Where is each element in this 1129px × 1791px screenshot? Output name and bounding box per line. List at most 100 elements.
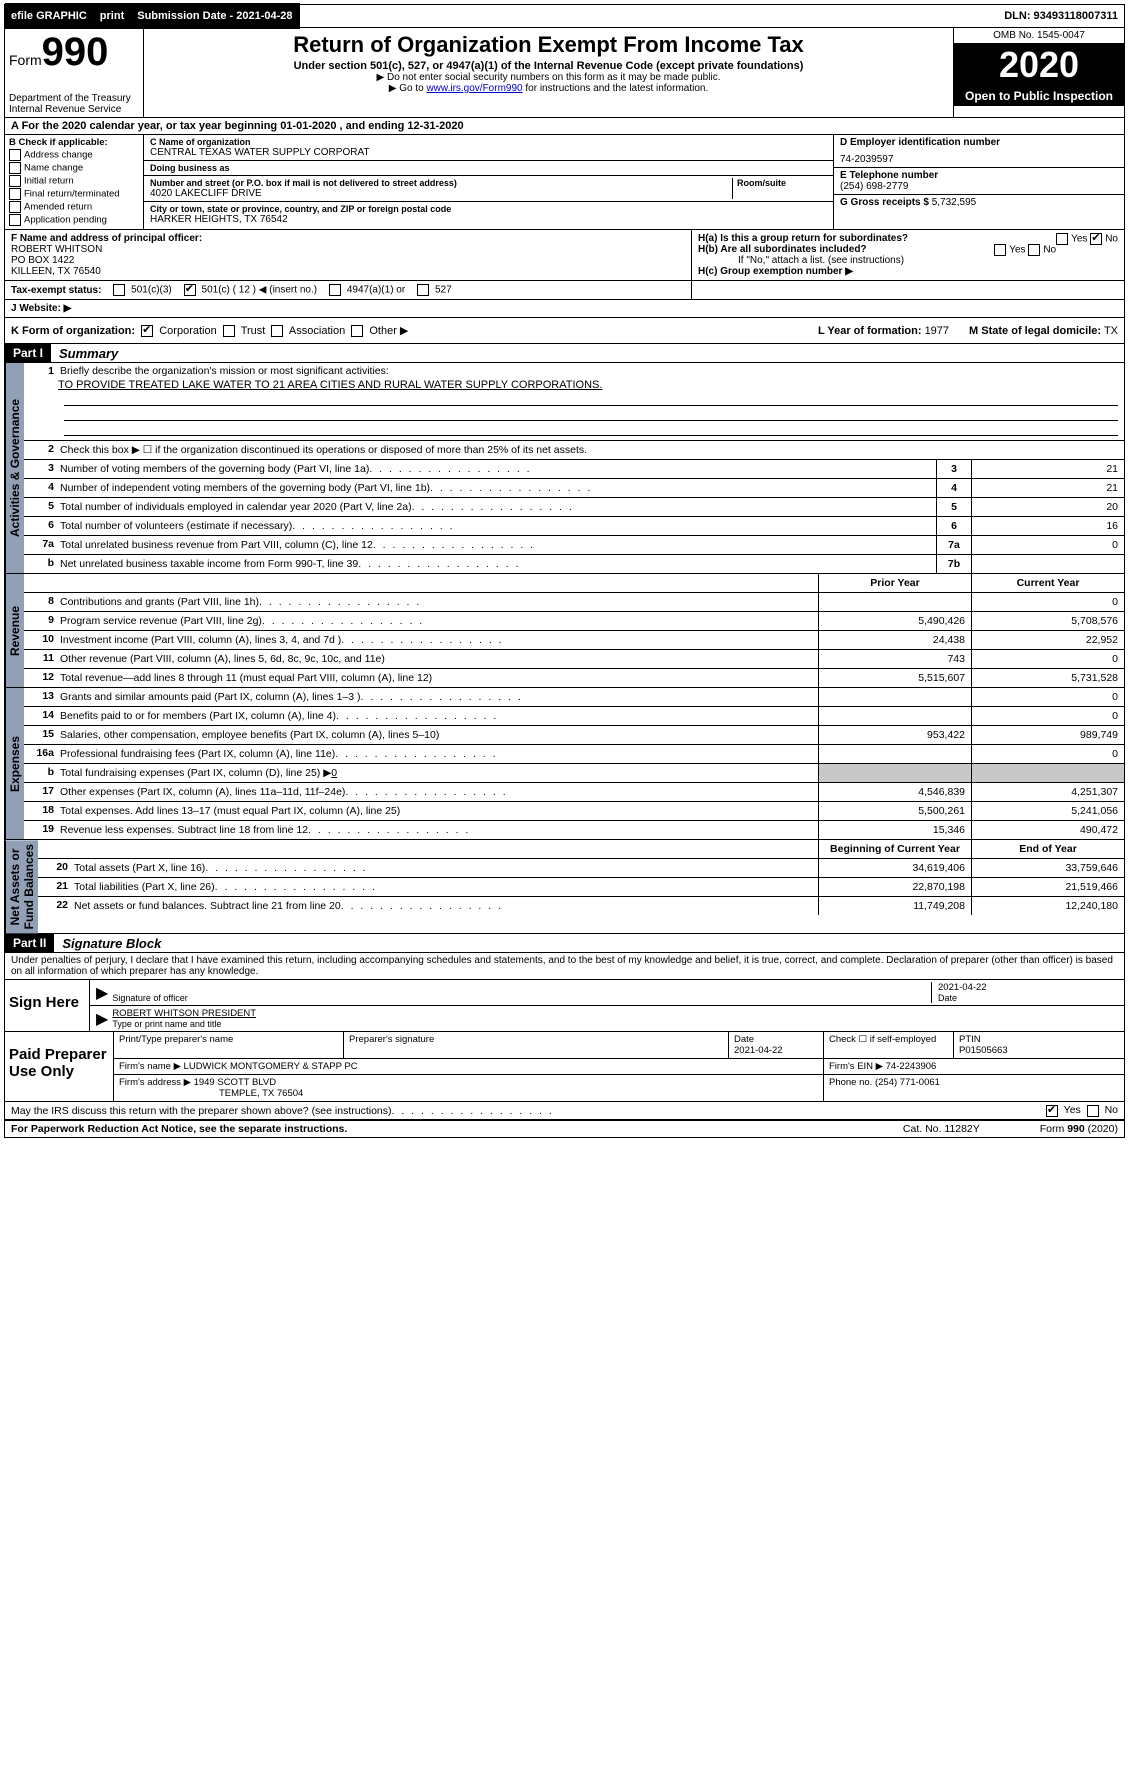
dln: DLN: 93493118007311 (998, 3, 1124, 29)
discuss-question: May the IRS discuss this return with the… (11, 1105, 392, 1117)
line1-label: Briefly describe the organization's miss… (58, 363, 1124, 379)
form-note1: ▶ Do not enter social security numbers o… (148, 72, 949, 83)
c17: 4,251,307 (971, 783, 1124, 801)
sig-name-label: Type or print name and title (112, 1019, 1118, 1029)
table-revenue: Revenue Prior YearCurrent Year 8Contribu… (4, 574, 1125, 688)
pp-col1: Print/Type preparer's name (114, 1032, 344, 1059)
section-i: Tax-exempt status: 501(c)(3) 501(c) ( 12… (4, 281, 1125, 300)
room-label: Room/suite (737, 178, 827, 188)
table-netassets: Net Assets or Fund Balances Beginning of… (4, 840, 1125, 934)
row-a-taxyear: A For the 2020 calendar year, or tax yea… (4, 118, 1125, 135)
omb-number: OMB No. 1545-0047 (954, 28, 1124, 44)
cb-name-change[interactable]: Name change (9, 162, 139, 174)
cb-assoc[interactable]: Association (271, 325, 345, 337)
val5: 20 (971, 498, 1124, 516)
line3: Number of voting members of the governin… (58, 460, 936, 478)
part2-title: Signature Block (54, 936, 161, 951)
row-j: J Website: ▶ (4, 300, 1125, 318)
part2-badge: Part II (5, 934, 54, 952)
form-num: 990 (42, 30, 109, 74)
cb-501c[interactable]: 501(c) ( 12 ) ◀ (insert no.) (184, 284, 317, 296)
form-title: Return of Organization Exempt From Incom… (148, 32, 949, 58)
phone-value: (254) 698-2779 (840, 181, 1118, 192)
city-value: HARKER HEIGHTS, TX 76542 (150, 214, 827, 225)
cb-amended[interactable]: Amended return (9, 201, 139, 213)
section-bcdeg: B Check if applicable: Address change Na… (4, 135, 1125, 230)
sign-here-label: Sign Here (5, 980, 90, 1031)
c11: 0 (971, 650, 1124, 668)
line7b: Net unrelated business taxable income fr… (58, 555, 936, 573)
irs-link[interactable]: www.irs.gov/Form990 (426, 83, 522, 94)
ha-row: H(a) Is this a group return for subordin… (698, 233, 1118, 244)
cb-527[interactable]: 527 (417, 284, 451, 296)
cb-501c3[interactable]: 501(c)(3) (113, 284, 171, 296)
form-header: Form990 Department of the Treasury Inter… (4, 28, 1125, 118)
row-klm: K Form of organization: Corporation Trus… (4, 318, 1125, 344)
m-state: M State of legal domicile: TX (969, 325, 1118, 337)
pp-col4[interactable]: Check ☐ if self-employed (824, 1032, 954, 1059)
open-inspection: Open to Public Inspection (954, 86, 1124, 106)
part1-badge: Part I (5, 344, 51, 362)
hdr-prior: Prior Year (818, 574, 971, 592)
c12: 5,731,528 (971, 669, 1124, 687)
form-note2: ▶ Go to www.irs.gov/Form990 for instruct… (148, 83, 949, 94)
line21: Total liabilities (Part X, line 26) (72, 878, 818, 896)
cb-address-change[interactable]: Address change (9, 149, 139, 161)
p11: 743 (818, 650, 971, 668)
top-bar: efile GRAPHIC print Submission Date - 20… (4, 4, 1125, 28)
c18: 5,241,056 (971, 802, 1124, 820)
org-name: CENTRAL TEXAS WATER SUPPLY CORPORAT (150, 147, 827, 158)
val6: 16 (971, 517, 1124, 535)
cb-application-pending[interactable]: Application pending (9, 214, 139, 226)
part1-title: Summary (51, 346, 118, 361)
hdr-current: Current Year (971, 574, 1124, 592)
firm-addr-row: Firm's address ▶ 1949 SCOTT BLVDTEMPLE, … (114, 1075, 824, 1101)
cb-initial-return[interactable]: Initial return (9, 175, 139, 187)
c8: 0 (971, 593, 1124, 611)
l-year: L Year of formation: 1977 (818, 325, 949, 337)
paid-preparer-section: Paid Preparer Use Only Print/Type prepar… (4, 1032, 1125, 1102)
firm-name-row: Firm's name ▶ LUDWICK MONTGOMERY & STAPP… (114, 1059, 824, 1075)
cb-trust[interactable]: Trust (223, 325, 266, 337)
c10: 22,952 (971, 631, 1124, 649)
line8: Contributions and grants (Part VIII, lin… (58, 593, 818, 611)
sign-section: Sign Here Signature of officer 2021-04-2… (4, 980, 1125, 1032)
line20: Total assets (Part X, line 16) (72, 859, 818, 877)
p14 (818, 707, 971, 725)
p15: 953,422 (818, 726, 971, 744)
efile-badge: efile GRAPHIC (5, 3, 94, 29)
cb-other[interactable]: Other ▶ (351, 324, 408, 337)
print-button[interactable]: print (94, 3, 131, 29)
col-b-checkboxes: B Check if applicable: Address change Na… (5, 135, 144, 229)
hdr-boy: Beginning of Current Year (818, 840, 971, 858)
hb-row: H(b) Are all subordinates included? Yes … (698, 244, 1118, 255)
val4: 21 (971, 479, 1124, 497)
form-subtitle: Under section 501(c), 527, or 4947(a)(1)… (148, 60, 949, 72)
cb-discuss-no[interactable]: No (1087, 1104, 1118, 1116)
val7a: 0 (971, 536, 1124, 554)
cb-final-return[interactable]: Final return/terminated (9, 188, 139, 200)
footer-row: For Paperwork Reduction Act Notice, see … (4, 1120, 1125, 1138)
p10: 24,438 (818, 631, 971, 649)
ein-value: 74-2039597 (840, 148, 1118, 165)
form-number: Form990 (9, 30, 139, 75)
perjury-text: Under penalties of perjury, I declare th… (4, 953, 1125, 980)
line10: Investment income (Part VIII, column (A)… (58, 631, 818, 649)
b20: 34,619,406 (818, 859, 971, 877)
line7a: Total unrelated business revenue from Pa… (58, 536, 936, 554)
mission-text: TO PROVIDE TREATED LAKE WATER TO 21 AREA… (24, 379, 1124, 391)
line19: Revenue less expenses. Subtract line 18 … (58, 821, 818, 839)
c16b (971, 764, 1124, 782)
street-address: 4020 LAKECLIFF DRIVE (150, 188, 732, 199)
vtab-net: Net Assets or Fund Balances (5, 840, 38, 933)
cb-discuss-yes[interactable]: Yes (1046, 1104, 1081, 1116)
cb-corp[interactable]: Corporation (141, 325, 217, 337)
line6: Total number of volunteers (estimate if … (58, 517, 936, 535)
paid-preparer-label: Paid Preparer Use Only (5, 1032, 114, 1101)
ein-label: D Employer identification number (840, 137, 1118, 148)
addr-label: Number and street (or P.O. box if mail i… (150, 178, 732, 188)
p12: 5,515,607 (818, 669, 971, 687)
cb-4947[interactable]: 4947(a)(1) or (329, 284, 405, 296)
form-word: Form (9, 52, 42, 68)
c16a: 0 (971, 745, 1124, 763)
